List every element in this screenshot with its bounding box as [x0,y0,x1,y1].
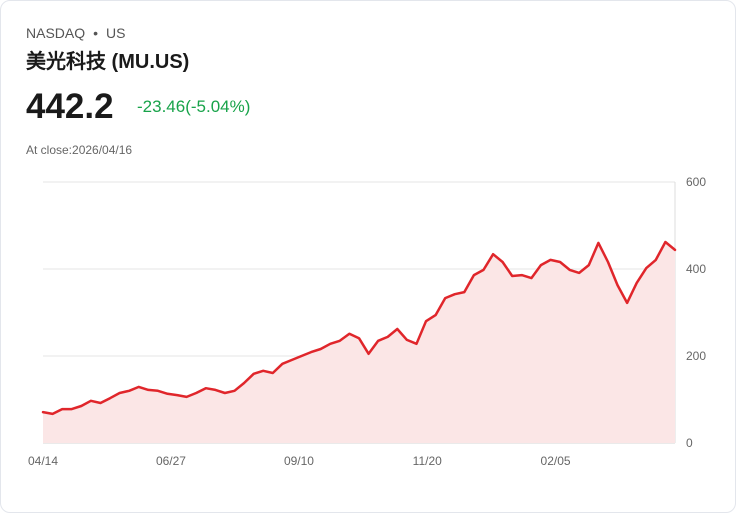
y-tick-label: 200 [686,349,706,363]
exchange-line: NASDAQ • US [26,25,125,41]
exchange-name: NASDAQ [26,25,86,41]
x-tick-label: 11/20 [413,454,442,468]
y-tick-label: 600 [686,175,706,189]
price-change: -23.46(-5.04%) [137,97,251,116]
y-tick-label: 400 [686,262,706,276]
market-name: US [106,25,126,41]
y-tick-label: 0 [686,436,693,450]
x-tick-label: 04/14 [28,454,58,468]
close-date: At close:2026/04/16 [26,143,133,157]
stock-title: 美光科技 (MU.US) [26,51,190,73]
x-tick-label: 06/27 [156,454,186,468]
separator: • [93,25,99,41]
price-line [41,240,677,416]
x-tick-label: 09/10 [284,454,314,468]
area-fill [43,242,675,443]
stock-price: 442.2 [26,87,114,126]
x-tick-label: 02/05 [541,454,571,468]
